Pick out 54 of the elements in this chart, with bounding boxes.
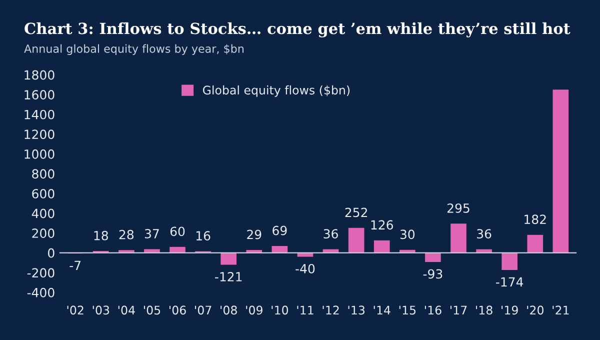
data-label: 29 (247, 230, 262, 240)
data-label: -93 (423, 269, 442, 279)
x-tick-label: '07 (195, 306, 212, 315)
y-tick-label: 1000 (24, 149, 54, 159)
data-label: 28 (119, 230, 134, 240)
y-tick-label: 200 (32, 228, 54, 238)
x-tick-label: '21 (552, 306, 569, 314)
data-label: -121 (215, 272, 242, 282)
data-label: -40 (296, 264, 315, 274)
data-label: 182 (524, 214, 546, 224)
y-tick-label: 1800 (24, 70, 54, 80)
x-tick-label: '17 (450, 306, 467, 314)
data-label: 60 (170, 226, 185, 236)
x-tick-label: '06 (170, 306, 186, 315)
x-tick-label: '09 (246, 306, 262, 315)
legend-label: Global equity flows ($bn) (202, 85, 350, 97)
x-tick-label: '19 (502, 306, 518, 315)
y-tick-label: 1600 (24, 90, 54, 100)
y-tick-label: 800 (32, 169, 54, 179)
data-label: 36 (324, 229, 338, 239)
data-label: -7 (70, 260, 80, 270)
y-tick-label: -400 (27, 288, 54, 298)
data-label: 30 (400, 230, 415, 240)
y-tick-label: 0 (48, 248, 54, 258)
x-tick-label: '15 (399, 306, 416, 315)
chart-subtitle: Annual global equity flows by year, $bn (24, 44, 244, 56)
x-tick-label: '08 (220, 306, 237, 315)
data-label: 37 (144, 228, 159, 238)
x-tick-label: '13 (348, 306, 365, 315)
x-tick-label: '14 (374, 306, 390, 314)
y-tick-label: 1400 (24, 110, 54, 120)
data-label: 16 (196, 231, 210, 240)
x-tick-label: '03 (92, 306, 110, 315)
x-tick-label: '16 (424, 306, 442, 315)
x-tick-label: '10 (272, 306, 288, 315)
chart-title: Chart 3: Inflows to Stocks… come get ’em while they’re still hot (24, 22, 570, 38)
x-tick-label: '02 (67, 306, 84, 315)
y-tick-label: 400 (32, 208, 54, 218)
x-tick-label: '04 (118, 306, 135, 315)
data-label: 69 (272, 226, 287, 236)
x-tick-label: '05 (144, 306, 160, 315)
data-label: 126 (371, 220, 394, 230)
y-tick-label: 600 (32, 188, 54, 198)
y-tick-label: 1200 (24, 130, 54, 140)
y-tick-label: -200 (27, 268, 54, 278)
data-label: 295 (447, 203, 470, 213)
x-tick-label: '11 (297, 306, 314, 314)
data-label: -174 (496, 277, 524, 286)
x-tick-label: '12 (322, 306, 339, 314)
x-tick-label: '20 (527, 306, 544, 315)
data-label: 36 (477, 229, 492, 239)
data-label: 252 (345, 208, 367, 218)
x-tick-label: '18 (476, 306, 492, 315)
data-label: 18 (94, 230, 108, 240)
